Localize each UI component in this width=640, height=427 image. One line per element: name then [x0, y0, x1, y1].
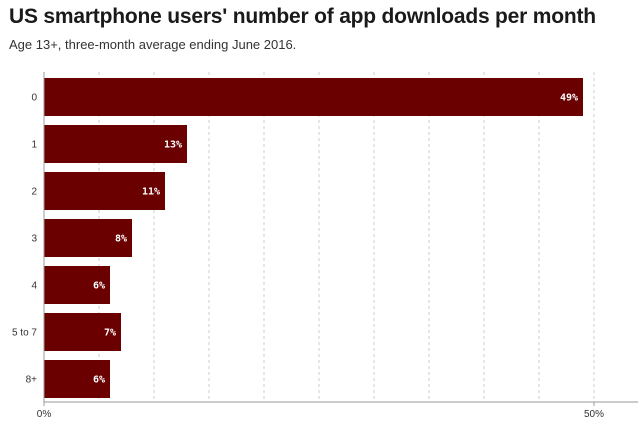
value-label-4: 6% [93, 281, 105, 292]
bars [44, 78, 583, 398]
chart-subtitle: Age 13+, three-month average ending June… [9, 37, 297, 52]
category-label-4: 4 [31, 281, 37, 292]
bar-3 [44, 219, 132, 257]
category-label-3: 3 [31, 234, 37, 245]
gridlines [98, 72, 595, 402]
category-label-1: 1 [31, 140, 37, 151]
x-axis: 0% 50% [37, 72, 638, 420]
bar-6 [44, 360, 110, 398]
bar-0 [44, 78, 583, 116]
bar-4 [44, 266, 110, 304]
category-label-5: 5 to 7 [12, 328, 37, 339]
value-label-3: 8% [115, 234, 127, 245]
value-label-6: 6% [93, 375, 105, 386]
category-label-0: 0 [31, 93, 37, 104]
value-label-0: 49% [560, 93, 578, 104]
bar-1 [44, 125, 187, 163]
category-label-2: 2 [31, 187, 37, 198]
x-tick-label-0: 0% [37, 409, 52, 420]
category-label-6: 8+ [26, 375, 38, 386]
value-label-5: 7% [104, 328, 116, 339]
category-labels: 0 1 2 3 4 5 to 7 8+ [12, 93, 37, 386]
bar-5 [44, 313, 121, 351]
value-labels: 49% 13% 11% 8% 6% 7% 6% [93, 93, 578, 386]
chart-title: US smartphone users' number of app downl… [9, 5, 596, 28]
value-label-1: 13% [164, 140, 182, 151]
value-label-2: 11% [142, 187, 160, 198]
x-tick-label-1: 50% [584, 409, 604, 420]
bar-2 [44, 172, 165, 210]
